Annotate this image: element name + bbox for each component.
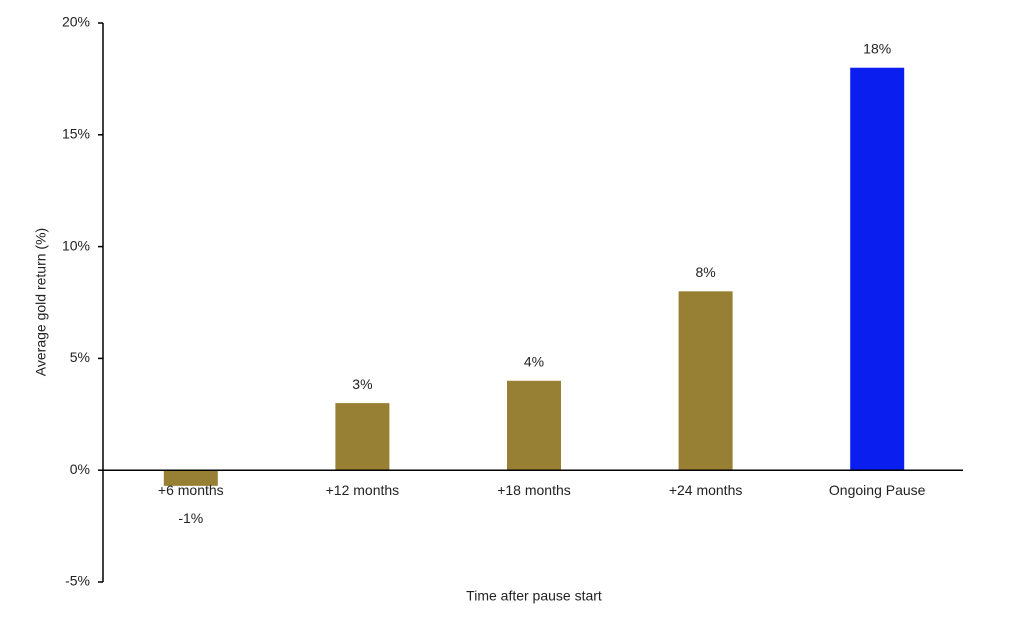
x-tick-label: +12 months bbox=[326, 482, 400, 498]
y-tick-label: 20% bbox=[62, 14, 90, 30]
value-label: -1% bbox=[178, 510, 203, 526]
y-tick-label: 10% bbox=[62, 237, 90, 253]
x-tick-label: +6 months bbox=[158, 482, 224, 498]
value-label: 4% bbox=[524, 353, 544, 369]
bar bbox=[163, 470, 218, 486]
x-axis-label: Time after pause start bbox=[466, 588, 602, 604]
bar bbox=[335, 403, 390, 471]
x-tick-label: +18 months bbox=[497, 482, 571, 498]
y-tick-label: 15% bbox=[62, 126, 90, 142]
y-tick-label: -5% bbox=[65, 573, 90, 589]
value-label: 8% bbox=[695, 264, 715, 280]
bar bbox=[507, 380, 561, 471]
bar bbox=[850, 67, 905, 471]
value-label: 3% bbox=[352, 376, 372, 392]
y-tick-label: 5% bbox=[70, 349, 90, 365]
value-label: 18% bbox=[863, 40, 891, 56]
x-tick-label: +24 months bbox=[669, 482, 743, 498]
y-axis-label: Average gold return (%) bbox=[33, 228, 49, 376]
x-tick-label: Ongoing Pause bbox=[829, 482, 926, 498]
y-tick-label: 0% bbox=[70, 461, 90, 477]
bar bbox=[678, 291, 733, 471]
